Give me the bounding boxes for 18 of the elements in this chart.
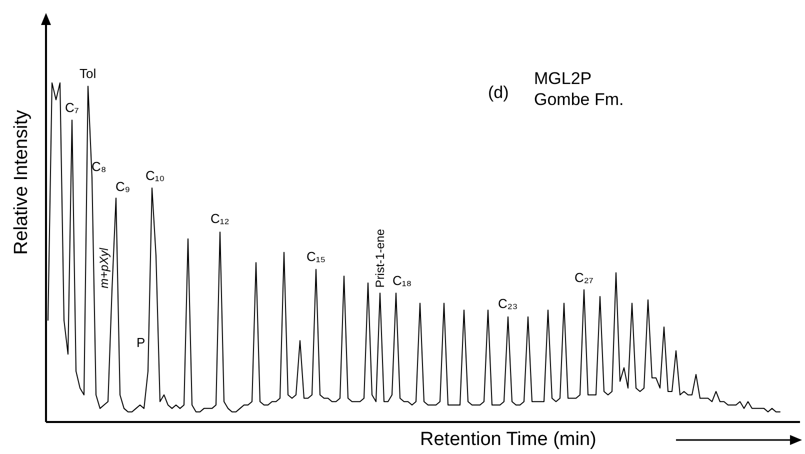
annotation: C₂₃ [498,296,518,311]
chart-subtitle: Gombe Fm. [534,90,624,109]
annotation: C₇ [65,100,79,116]
annotation: C₁₀ [146,168,165,183]
annotation: C₁₂ [210,211,230,226]
y-axis-title: Relative Intensity [11,110,32,255]
annotation: (d) [488,83,509,102]
annotation: P [136,335,146,350]
annotation: C₈ [92,158,106,174]
text: Tol [80,66,96,82]
annotation: C₁₅ [306,249,326,264]
annotation: C₂₇ [574,270,594,285]
chart-title: MGL2P [534,69,592,88]
annotation: C₉ [116,179,130,194]
annotation: C₁₈ [392,273,412,288]
x-axis-title: Retention Time (min) [420,429,596,450]
annotation: m+pXyl [97,248,111,288]
annotation: Prist-1-ene [373,229,387,288]
